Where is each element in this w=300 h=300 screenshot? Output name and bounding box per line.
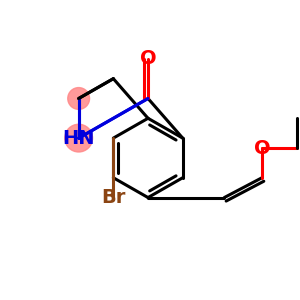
Text: O: O <box>254 139 270 158</box>
Circle shape <box>68 88 90 110</box>
Text: Br: Br <box>101 188 125 207</box>
Text: HN: HN <box>62 129 95 148</box>
Circle shape <box>65 124 92 152</box>
Text: O: O <box>140 50 156 68</box>
